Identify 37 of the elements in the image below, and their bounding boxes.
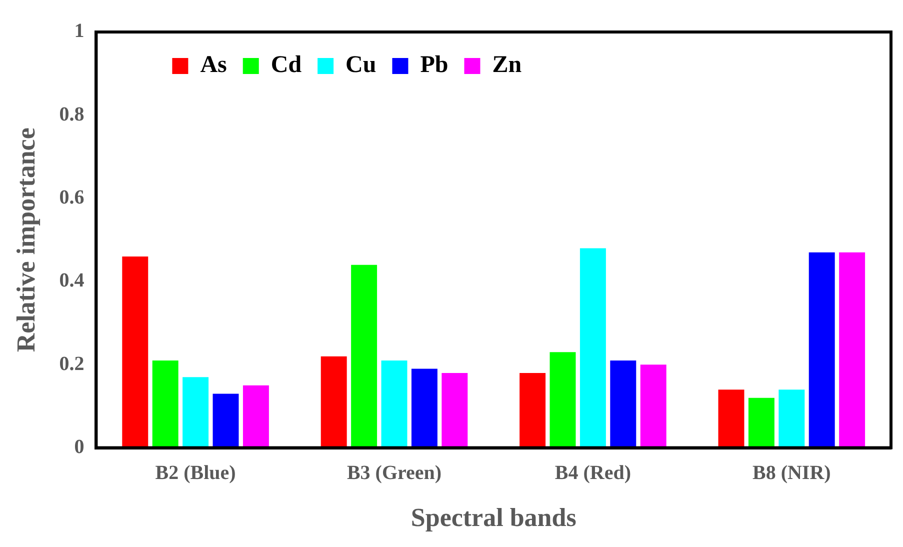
bar (152, 360, 178, 448)
y-tick-label: 0 (74, 436, 84, 458)
bar (442, 372, 468, 448)
bar (351, 264, 378, 448)
bar (640, 364, 666, 448)
bar (411, 368, 438, 448)
bar (748, 398, 774, 448)
bar (550, 352, 576, 448)
bar (381, 360, 408, 448)
bar (242, 385, 269, 448)
y-tick-label: 0.6 (59, 186, 84, 208)
bar (808, 252, 835, 448)
bar (122, 256, 148, 448)
y-tick-label: 0.2 (59, 352, 84, 375)
bar (212, 394, 239, 448)
y-tick-label: 0.4 (59, 270, 84, 292)
y-tick-label: 0.8 (59, 103, 84, 126)
bar (839, 252, 866, 448)
bar (520, 372, 546, 448)
y-tick-label: 1 (74, 20, 84, 42)
x-tick-label: B2 (Blue) (155, 462, 236, 484)
x-tick-label: B8 (NIR) (752, 462, 831, 484)
x-tick-label: B4 (Red) (554, 462, 632, 484)
legend-label: Pb (420, 52, 448, 78)
bar (580, 248, 606, 448)
x-tick-label: B3 (Green) (346, 462, 442, 484)
legend-label: Cd (270, 52, 302, 78)
legend-label: Cu (346, 52, 376, 78)
bar (182, 377, 209, 448)
bar (320, 356, 347, 448)
legend-label: Zn (492, 52, 522, 78)
x-axis-title: Spectral bands (410, 503, 576, 532)
bar (718, 390, 744, 448)
bar (778, 390, 805, 448)
legend-label: As (200, 52, 227, 78)
y-axis-title: Relative importance (11, 128, 40, 352)
bar (610, 360, 636, 448)
